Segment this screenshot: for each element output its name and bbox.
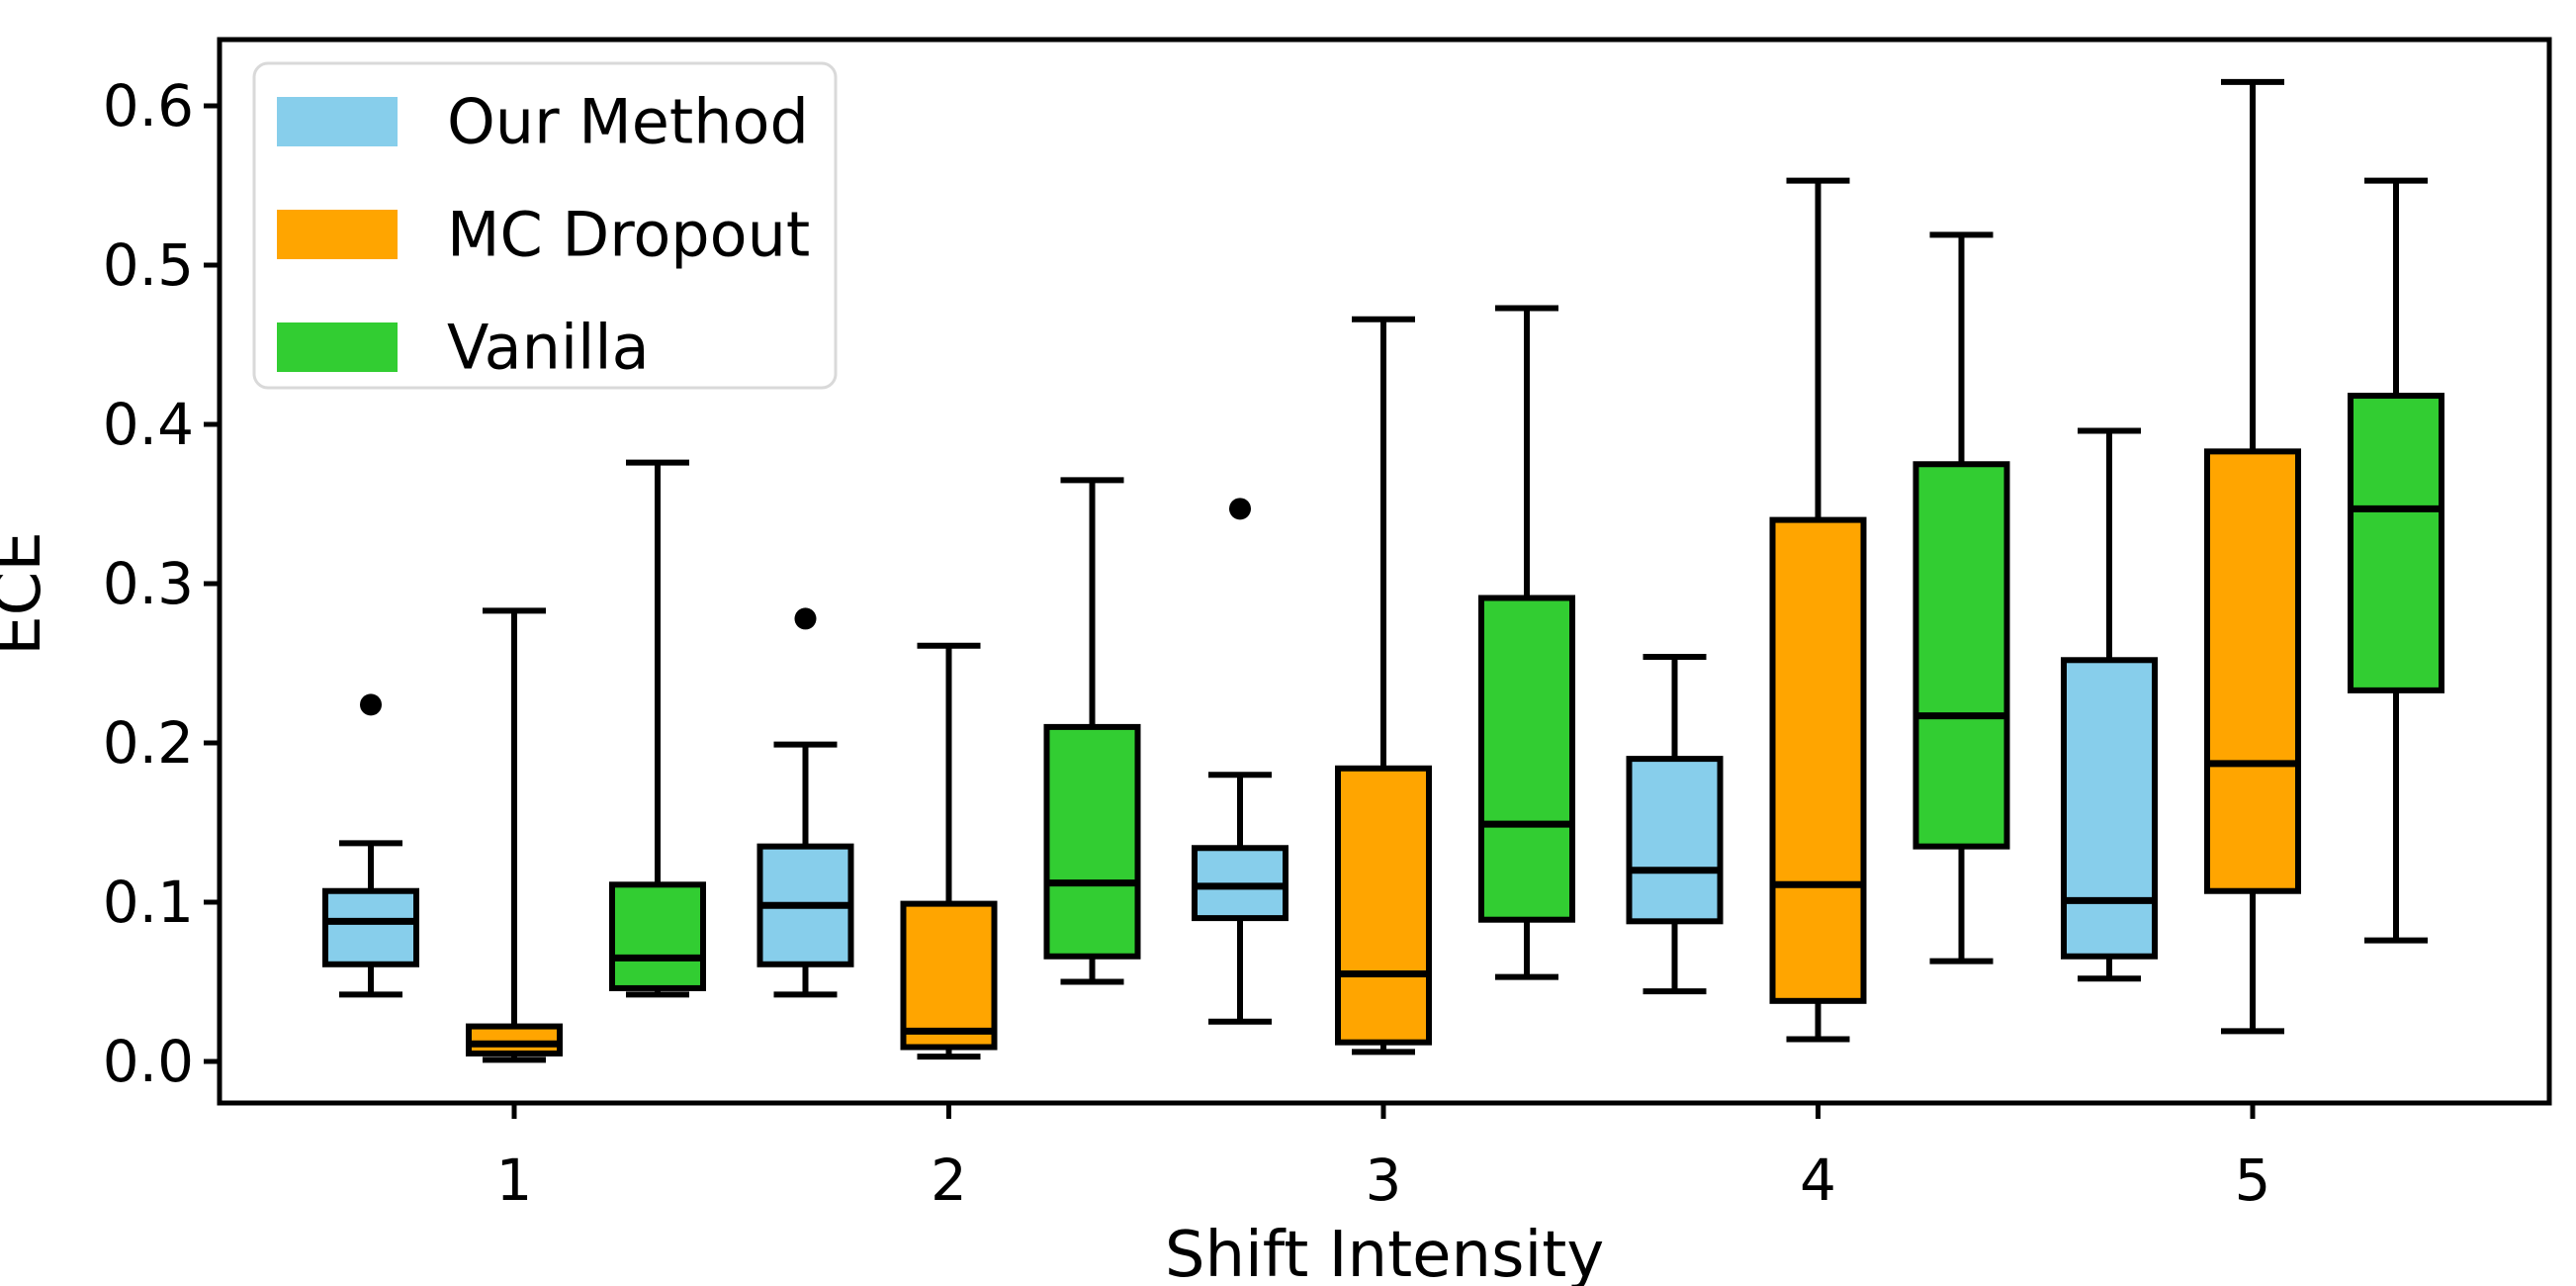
- iqr-box: [1335, 765, 1432, 1046]
- legend-box: [252, 61, 838, 390]
- boxplot-boxes: [322, 78, 2444, 1063]
- legend-label: MC Dropout: [447, 199, 810, 271]
- iqr-box: [2204, 448, 2301, 894]
- box-vanilla-group-1: [609, 459, 706, 998]
- y-axis-label: ECE: [0, 531, 55, 656]
- legend-swatch-our-method: [277, 97, 398, 146]
- y-tick-label: 0.0: [103, 1028, 194, 1095]
- y-tick-label: 0.3: [103, 550, 194, 617]
- box-vanilla-group-5: [2348, 177, 2444, 944]
- legend-label: Vanilla: [447, 312, 650, 384]
- iqr-box: [609, 881, 706, 991]
- outlier-point: [1229, 498, 1251, 520]
- iqr-box: [1626, 756, 1724, 925]
- iqr-box: [1769, 516, 1867, 1004]
- box-mc-dropout-group-1: [466, 607, 563, 1063]
- legend-swatch-vanilla: [277, 322, 398, 372]
- iqr-box: [900, 900, 998, 1051]
- iqr-box: [322, 887, 419, 967]
- box-our-method-group-5: [2061, 427, 2158, 982]
- y-tick-label: 0.6: [103, 72, 194, 139]
- x-tick-label: 5: [2235, 1147, 2271, 1214]
- box-vanilla-group-4: [1912, 231, 2010, 964]
- y-tick-label: 0.1: [103, 869, 194, 936]
- iqr-box: [2348, 393, 2444, 693]
- x-tick-label: 4: [1800, 1147, 1836, 1214]
- box-our-method-group-3: [1192, 498, 1288, 1025]
- y-tick-label: 0.5: [103, 231, 194, 299]
- box-vanilla-group-3: [1478, 305, 1575, 980]
- box-mc-dropout-group-5: [2204, 78, 2301, 1035]
- y-tick-label: 0.4: [103, 391, 194, 458]
- iqr-box: [466, 1023, 563, 1056]
- box-our-method-group-1: [322, 693, 419, 998]
- box-mc-dropout-group-4: [1769, 177, 1867, 1043]
- box-mc-dropout-group-3: [1335, 316, 1432, 1056]
- box-our-method-group-4: [1626, 654, 1724, 995]
- x-tick-label: 3: [1366, 1147, 1402, 1214]
- legend-swatch-mc-dropout: [277, 210, 398, 259]
- x-tick-label: 2: [931, 1147, 967, 1214]
- y-tick-label: 0.2: [103, 709, 194, 777]
- iqr-box: [1478, 595, 1575, 923]
- legend: Our Method MC Dropout Vanilla: [252, 61, 838, 390]
- iqr-box: [1043, 723, 1141, 960]
- x-axis-label: Shift Intensity: [1165, 1219, 1604, 1286]
- box-vanilla-group-2: [1043, 477, 1141, 985]
- box-our-method-group-2: [756, 607, 854, 998]
- axis-ticks: 0.0 0.1 0.2 0.3 0.4 0.5 0.6 1 2 3 4 5: [103, 72, 2271, 1214]
- iqr-box: [1912, 461, 2010, 850]
- x-tick-label: 1: [496, 1147, 533, 1214]
- box-mc-dropout-group-2: [900, 642, 998, 1060]
- legend-label: Our Method: [447, 86, 809, 158]
- outlier-point: [794, 607, 817, 630]
- iqr-box: [2061, 657, 2158, 960]
- outlier-point: [360, 693, 382, 716]
